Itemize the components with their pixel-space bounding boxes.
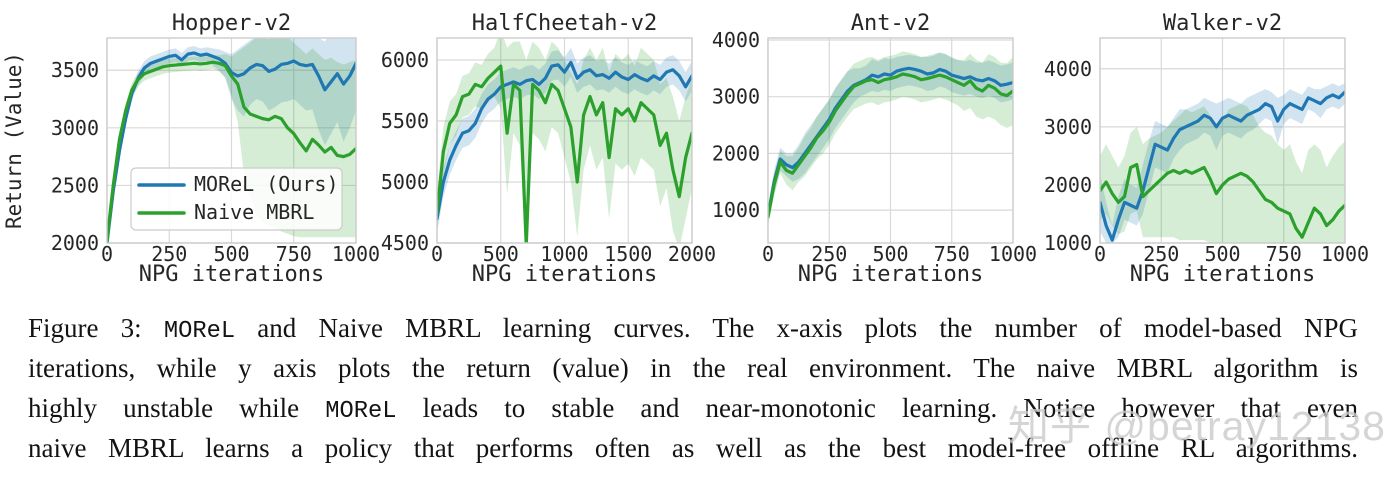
caption-text: and Naive MBRL learning curves. The x-ax… (235, 313, 1358, 343)
chart-title: Hopper-v2 (172, 11, 291, 36)
axes-box (1099, 37, 1346, 244)
chart-svg: 0 250 500 750 1000 2000 2500 3000 3500 Hopper-v2 N… (2, 11, 380, 287)
x-axis-label: NPG iterations (798, 262, 983, 287)
figure-caption: Figure 3: MOReL and Naive MBRL learning … (28, 308, 1358, 468)
plot-hopper-v2: 0 250 500 750 1000 2000 2500 3000 3500 Hopper-v2 N… (0, 0, 380, 300)
x-tick-label: 250 (151, 242, 187, 266)
x-tick-label: 500 (213, 242, 249, 266)
y-tick-label: 1000 (712, 198, 760, 222)
y-tick-label: 1000 (1044, 231, 1092, 255)
series-line (107, 51, 356, 243)
x-axis-label: NPG iterations (139, 262, 324, 287)
confidence-band (107, 38, 356, 243)
y-tick-label: 5000 (381, 170, 429, 194)
series-line (107, 60, 356, 243)
x-tick-label: 750 (934, 242, 970, 266)
caption-line: Figure 3: MOReL and Naive MBRL learning … (28, 308, 1358, 348)
chart-title: Walker-v2 (1163, 11, 1282, 36)
plot-halfcheetah-v2: 0 500 1000 1500 2000 4500 5000 5500 6000 HalfChee… (370, 0, 716, 300)
y-tick-label: 3000 (1044, 115, 1092, 139)
x-tick-label: 0 (762, 242, 774, 266)
y-tick-label: 6000 (381, 48, 429, 72)
x-tick-label: 0 (101, 242, 113, 266)
axes-box (436, 37, 693, 244)
y-tick-label: 3000 (51, 116, 99, 140)
x-tick-label: 500 (872, 242, 908, 266)
caption-text: leads to stable and near-monotonic learn… (396, 393, 1358, 423)
series-line (1100, 90, 1345, 242)
x-tick-label: 1000 (1321, 242, 1369, 266)
x-tick-label: 500 (483, 242, 519, 266)
caption-text: highly unstable while (28, 393, 326, 423)
y-tick-label: 5500 (381, 109, 429, 133)
caption-line: highly unstable while MOReL leads to sta… (28, 388, 1358, 428)
plots-row: 0 250 500 750 1000 2000 2500 3000 3500 Hopper-v2 N… (0, 0, 1384, 300)
confidence-band (1100, 103, 1345, 243)
legend-label: MOReL (Ours) (194, 172, 339, 196)
y-tick-label: 4000 (712, 28, 760, 52)
y-tick-label: 2000 (1044, 173, 1092, 197)
x-tick-label: 1000 (989, 242, 1037, 266)
y-tick-label: 2000 (712, 141, 760, 165)
y-tick-label: 3000 (712, 85, 760, 109)
y-tick-label: 2500 (51, 173, 99, 197)
caption-tt-text: MOReL (163, 318, 236, 345)
x-tick-label: 1000 (332, 242, 380, 266)
x-tick-label: 750 (1266, 242, 1302, 266)
y-tick-label: 4500 (381, 231, 429, 255)
series-line (437, 64, 692, 243)
y-tick-label: 4000 (1044, 57, 1092, 81)
y-axis-label: Return (Value) (2, 52, 26, 229)
confidence-band (437, 38, 692, 243)
x-tick-label: 2000 (668, 242, 716, 266)
confidence-band (768, 51, 1013, 226)
caption-tt-text: MOReL (325, 398, 397, 425)
caption-line: naive MBRL learns a policy that performs… (28, 428, 1358, 468)
plot-ant-v2: 0 250 500 750 1000 1000 2000 3000 4000 Ant-v2 NPG … (705, 0, 1040, 300)
axes-box (767, 37, 1014, 244)
legend-label: Naive MBRL (194, 200, 314, 224)
chart-title: Ant-v2 (851, 11, 930, 36)
chart-svg: 0 500 1000 1500 2000 4500 5000 5500 6000 HalfChee… (381, 11, 716, 287)
x-tick-label: 750 (276, 242, 312, 266)
y-tick-label: 3500 (51, 58, 99, 82)
caption-text: naive MBRL learns a policy that performs… (28, 433, 1358, 463)
chart-title: HalfCheetah-v2 (472, 11, 657, 36)
plot-walker-v2: 0 250 500 750 1000 1000 2000 3000 4000 Walker-v2 N… (1040, 0, 1384, 300)
x-tick-label: 500 (1204, 242, 1240, 266)
caption-line: iterations, while y axis plots the retur… (28, 348, 1358, 388)
axes-box (106, 37, 357, 244)
x-tick-label: 1000 (540, 242, 588, 266)
chart-svg: 0 250 500 750 1000 1000 2000 3000 4000 Ant-v2 NPG … (712, 11, 1037, 287)
confidence-band (1100, 83, 1345, 243)
x-axis-label: NPG iterations (472, 262, 657, 287)
x-tick-label: 250 (811, 242, 847, 266)
x-tick-label: 250 (1143, 242, 1179, 266)
confidence-band (437, 47, 692, 234)
series-line (768, 66, 1013, 218)
x-axis-label: NPG iterations (1130, 262, 1315, 287)
x-tick-label: 1500 (604, 242, 652, 266)
caption-text: iterations, while y axis plots the retur… (28, 353, 1358, 383)
y-tick-label: 2000 (51, 231, 99, 255)
series-line (1100, 163, 1345, 239)
chart-svg: 0 250 500 750 1000 1000 2000 3000 4000 Walker-v2 N… (1044, 11, 1369, 287)
x-tick-label: 0 (1094, 242, 1106, 266)
series-line (768, 72, 1013, 219)
caption-text: Figure 3: (28, 313, 164, 343)
x-tick-label: 0 (431, 242, 443, 266)
series-line (437, 60, 692, 221)
